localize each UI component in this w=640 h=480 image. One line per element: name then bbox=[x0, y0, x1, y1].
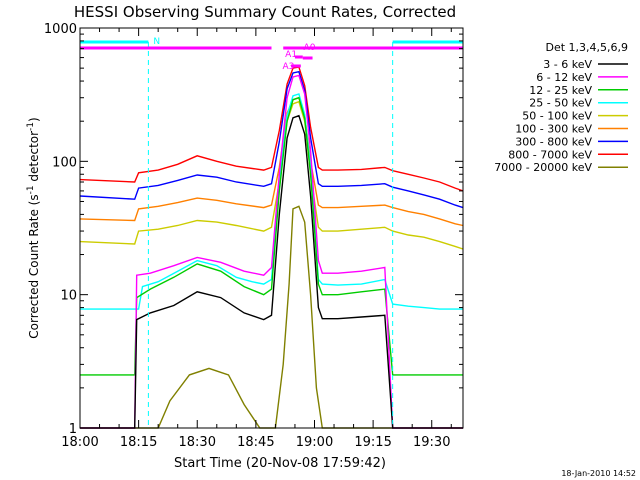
legend-label: 6 - 12 keV bbox=[536, 71, 592, 84]
x-tick-label: 18:15 bbox=[120, 435, 157, 450]
axis-layer: 18:00 18:15 18:30 18:45 19:00 19:15 19:30 1 10 10… bbox=[44, 22, 463, 450]
y-tick-label: 1000 bbox=[44, 22, 77, 37]
series-7000-20000-kev-line bbox=[80, 205, 463, 429]
y-tick-label: 10 bbox=[60, 289, 77, 304]
series-25-50-kev-line bbox=[80, 93, 463, 310]
x-tick-label: 18:30 bbox=[179, 435, 216, 450]
x-tick-label: 19:30 bbox=[413, 435, 450, 450]
x-tick-label: 18:45 bbox=[237, 435, 274, 450]
x-tick-label: 19:00 bbox=[296, 435, 333, 450]
x-tick-label: 18:00 bbox=[61, 435, 98, 450]
plot-frame bbox=[79, 27, 464, 429]
timestamp: 18-Jan-2010 14:52 bbox=[561, 469, 636, 478]
legend-label: 50 - 100 keV bbox=[522, 110, 592, 123]
legend-label: 800 - 7000 keV bbox=[508, 148, 592, 161]
legend-label: 300 - 800 keV bbox=[515, 135, 592, 148]
series-12-25-kev-line bbox=[80, 96, 463, 376]
attenuator-a3-label: A3 bbox=[282, 62, 294, 72]
legend-label: 7000 - 20000 keV bbox=[494, 161, 592, 174]
legend-label: 3 - 6 keV bbox=[543, 58, 592, 71]
attenuator-a1-label: A1 bbox=[285, 50, 297, 60]
legend-title: Det 1,3,4,5,6,9 bbox=[545, 41, 628, 54]
series-800-7000-kev-line bbox=[79, 66, 464, 192]
series-100-300-kev-line bbox=[79, 96, 464, 227]
series-300-800-kev-line bbox=[79, 70, 464, 209]
y-tick-label: 100 bbox=[52, 155, 77, 170]
legend-label: 12 - 25 keV bbox=[529, 84, 592, 97]
chart-title: HESSI Observing Summary Count Rates, Cor… bbox=[74, 3, 456, 21]
night-label: N bbox=[153, 37, 160, 47]
series-50-100-kev-line bbox=[79, 100, 464, 250]
x-tick-label: 19:15 bbox=[354, 435, 391, 450]
attenuator-a0-label: A0 bbox=[304, 43, 316, 53]
legend-label: 25 - 50 keV bbox=[529, 97, 592, 110]
plot-lines bbox=[79, 66, 464, 429]
x-axis-label: Start Time (20-Nov-08 17:59:42) bbox=[174, 456, 386, 471]
y-tick-label: 1 bbox=[69, 422, 77, 437]
y-axis-label: Corrected Count Rate (s-1 detector-1) bbox=[26, 117, 41, 338]
legend-label: 100 - 300 keV bbox=[515, 123, 592, 136]
